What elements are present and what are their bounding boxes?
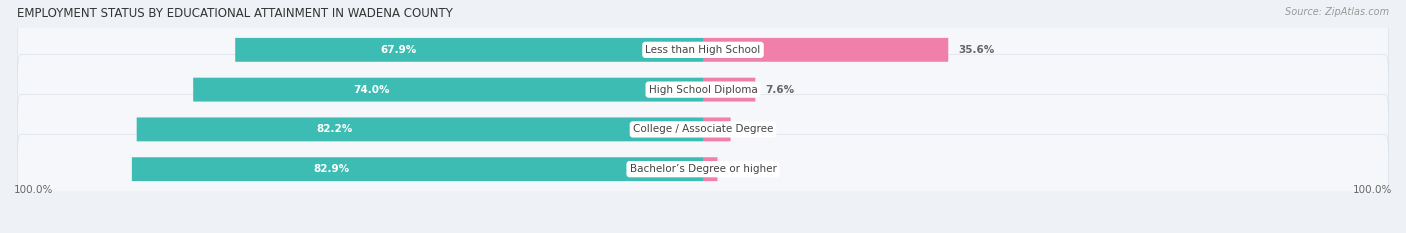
FancyBboxPatch shape [193, 78, 703, 102]
Text: 67.9%: 67.9% [381, 45, 418, 55]
FancyBboxPatch shape [136, 117, 703, 141]
FancyBboxPatch shape [132, 157, 703, 181]
Text: 100.0%: 100.0% [1353, 185, 1392, 195]
Text: 100.0%: 100.0% [14, 185, 53, 195]
FancyBboxPatch shape [17, 15, 1389, 85]
FancyBboxPatch shape [235, 38, 703, 62]
Text: Bachelor’s Degree or higher: Bachelor’s Degree or higher [630, 164, 776, 174]
FancyBboxPatch shape [703, 38, 948, 62]
Text: 4.0%: 4.0% [741, 124, 770, 134]
Text: 2.1%: 2.1% [728, 164, 756, 174]
FancyBboxPatch shape [17, 134, 1389, 204]
FancyBboxPatch shape [17, 94, 1389, 164]
Text: 35.6%: 35.6% [959, 45, 995, 55]
Text: 82.9%: 82.9% [314, 164, 350, 174]
Text: Less than High School: Less than High School [645, 45, 761, 55]
Text: 82.2%: 82.2% [316, 124, 353, 134]
Text: 7.6%: 7.6% [766, 85, 794, 95]
Text: Source: ZipAtlas.com: Source: ZipAtlas.com [1285, 7, 1389, 17]
FancyBboxPatch shape [703, 117, 731, 141]
Text: EMPLOYMENT STATUS BY EDUCATIONAL ATTAINMENT IN WADENA COUNTY: EMPLOYMENT STATUS BY EDUCATIONAL ATTAINM… [17, 7, 453, 20]
Text: High School Diploma: High School Diploma [648, 85, 758, 95]
Text: 74.0%: 74.0% [353, 85, 389, 95]
Text: College / Associate Degree: College / Associate Degree [633, 124, 773, 134]
FancyBboxPatch shape [703, 78, 755, 102]
FancyBboxPatch shape [17, 55, 1389, 125]
FancyBboxPatch shape [703, 157, 717, 181]
